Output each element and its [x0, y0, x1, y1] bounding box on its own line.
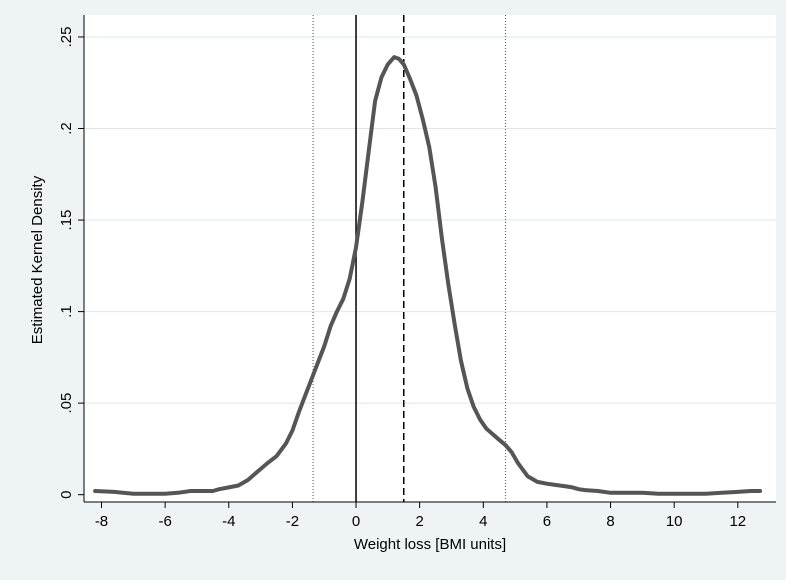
x-tick-label: 4: [479, 513, 487, 530]
y-tick-label: .15: [58, 210, 75, 231]
x-axis-ticks: -8 -6 -4 -2 0 2 4 6 8 10 12: [95, 502, 746, 530]
x-tick-label: 12: [729, 513, 746, 530]
x-tick-label: -8: [95, 513, 108, 530]
reference-lines: [312, 15, 507, 502]
y-tick-label: .25: [58, 27, 75, 48]
axes: [83, 15, 776, 503]
y-axis-title: Estimated Kernel Density: [29, 175, 46, 344]
x-tick-label: 6: [543, 513, 551, 530]
curve-layer: [93, 55, 763, 496]
y-tick-label: 0: [58, 491, 75, 499]
y-tick-label: .1: [58, 305, 75, 318]
x-tick-label: 10: [666, 513, 683, 530]
x-tick-label: 2: [415, 513, 423, 530]
x-tick-label: -2: [286, 513, 299, 530]
x-tick-label: 0: [352, 513, 360, 530]
x-tick-label: -6: [158, 513, 171, 530]
x-tick-label: 8: [606, 513, 614, 530]
y-tick-label: .2: [58, 122, 75, 135]
x-axis-title: Weight loss [BMI units]: [354, 536, 506, 553]
density-curve: [93, 55, 763, 496]
x-tick-label: -4: [222, 513, 235, 530]
plot-area: [84, 15, 776, 502]
y-axis-ticks: 0 .05 .1 .15 .2 .25: [58, 27, 84, 499]
grid-lines: [84, 36, 776, 404]
y-tick-label: .05: [58, 393, 75, 414]
